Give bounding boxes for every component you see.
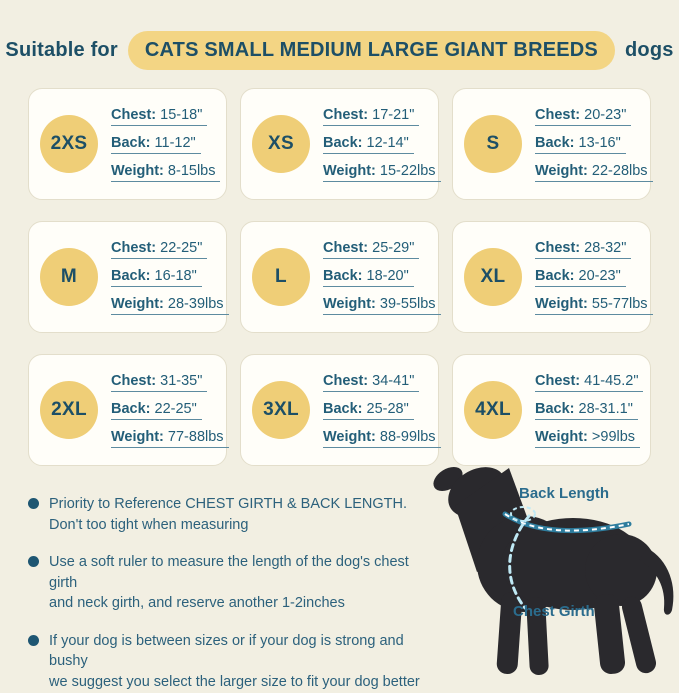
back-spec: Back: 20-23" xyxy=(535,268,626,287)
weight-spec: Weight: 88-99lbs xyxy=(323,429,441,448)
note-text: Priority to Reference CHEST GIRTH & BACK… xyxy=(49,496,408,533)
size-grid: 2XS Chest: 15-18" Back: 11-12" Weight: 8… xyxy=(28,88,653,466)
weight-spec: Weight: 39-55lbs xyxy=(323,296,441,315)
size-card-2xs: 2XS Chest: 15-18" Back: 11-12" Weight: 8… xyxy=(28,88,227,200)
size-badge: 3XL xyxy=(252,381,310,439)
bullet-dot-icon xyxy=(28,556,39,568)
chest-spec: Chest: 28-32" xyxy=(535,240,632,259)
dog-photo xyxy=(433,467,674,675)
back-spec: Back: 16-18" xyxy=(111,268,202,287)
size-card-2xl: 2XL Chest: 31-35" Back: 22-25" Weight: 7… xyxy=(28,354,229,466)
size-badge: 4XL xyxy=(464,381,522,439)
back-length-label: Back Length xyxy=(519,485,610,502)
size-card-4xl: 4XL Chest: 41-45.2" Back: 28-31.1" Weigh… xyxy=(452,354,651,466)
chest-spec: Chest: 41-45.2" xyxy=(535,373,644,392)
chest-spec: Chest: 31-35" xyxy=(111,373,208,392)
title-suffix: dogs xyxy=(624,39,674,61)
weight-spec: Weight: 55-77lbs xyxy=(535,296,653,315)
chest-spec: Chest: 25-29" xyxy=(323,240,420,259)
title-prefix: Suitable for xyxy=(5,39,118,61)
bullet-dot-icon xyxy=(28,634,39,646)
size-badge: XS xyxy=(252,115,310,173)
title-bar: Suitable for CATS SMALL MEDIUM LARGE GIA… xyxy=(0,31,679,70)
back-spec: Back: 22-25" xyxy=(111,401,202,420)
measuring-notes: Priority to Reference CHEST GIRTH & BACK… xyxy=(28,494,438,693)
dog-measurement-diagram: Back Length Chest Girth xyxy=(425,452,679,679)
size-specs: Chest: 41-45.2" Back: 28-31.1" Weight: >… xyxy=(535,373,644,448)
size-badge: S xyxy=(464,115,522,173)
note-item: If your dog is between sizes or if your … xyxy=(28,631,438,693)
size-specs: Chest: 20-23" Back: 13-16" Weight: 22-28… xyxy=(535,107,653,182)
size-specs: Chest: 28-32" Back: 20-23" Weight: 55-77… xyxy=(535,240,653,315)
size-card-l: L Chest: 25-29" Back: 18-20" Weight: 39-… xyxy=(240,221,441,333)
size-card-m: M Chest: 22-25" Back: 16-18" Weight: 28-… xyxy=(28,221,229,333)
size-specs: Chest: 34-41" Back: 25-28" Weight: 88-99… xyxy=(323,373,441,448)
weight-spec: Weight: >99lbs xyxy=(535,429,641,448)
size-card-s: S Chest: 20-23" Back: 13-16" Weight: 22-… xyxy=(452,88,653,200)
note-text: Use a soft ruler to measure the length o… xyxy=(49,554,409,612)
back-spec: Back: 25-28" xyxy=(323,401,414,420)
note-item: Use a soft ruler to measure the length o… xyxy=(28,552,438,614)
chest-spec: Chest: 17-21" xyxy=(323,107,420,126)
size-card-3xl: 3XL Chest: 34-41" Back: 25-28" Weight: 8… xyxy=(240,354,441,466)
bullet-dot-icon xyxy=(28,498,39,509)
back-spec: Back: 11-12" xyxy=(111,135,201,154)
chest-girth-label: Chest Girth xyxy=(513,603,595,620)
back-spec: Back: 13-16" xyxy=(535,135,626,154)
back-spec: Back: 28-31.1" xyxy=(535,401,638,420)
chest-spec: Chest: 22-25" xyxy=(111,240,208,259)
size-specs: Chest: 22-25" Back: 16-18" Weight: 28-39… xyxy=(111,240,229,315)
weight-spec: Weight: 8-15lbs xyxy=(111,163,221,182)
note-text: If your dog is between sizes or if your … xyxy=(49,632,420,691)
size-specs: Chest: 15-18" Back: 11-12" Weight: 8-15l… xyxy=(111,107,221,182)
size-badge: 2XS xyxy=(40,115,98,173)
size-card-xl: XL Chest: 28-32" Back: 20-23" Weight: 55… xyxy=(452,221,653,333)
back-spec: Back: 12-14" xyxy=(323,135,414,154)
size-specs: Chest: 25-29" Back: 18-20" Weight: 39-55… xyxy=(323,240,441,315)
weight-spec: Weight: 77-88lbs xyxy=(111,429,229,448)
size-badge: M xyxy=(40,248,98,306)
size-card-xs: XS Chest: 17-21" Back: 12-14" Weight: 15… xyxy=(240,88,441,200)
note-item: Priority to Reference CHEST GIRTH & BACK… xyxy=(28,494,438,535)
weight-spec: Weight: 15-22lbs xyxy=(323,163,441,182)
size-badge: L xyxy=(252,248,310,306)
title-highlight-pill: CATS SMALL MEDIUM LARGE GIANT BREEDS xyxy=(127,31,615,70)
chest-girth-line xyxy=(508,506,536,610)
chest-spec: Chest: 15-18" xyxy=(111,107,208,126)
size-specs: Chest: 17-21" Back: 12-14" Weight: 15-22… xyxy=(323,107,441,182)
size-specs: Chest: 31-35" Back: 22-25" Weight: 77-88… xyxy=(111,373,229,448)
weight-spec: Weight: 22-28lbs xyxy=(535,163,653,182)
size-badge: XL xyxy=(464,248,522,306)
back-spec: Back: 18-20" xyxy=(323,268,414,287)
chest-spec: Chest: 34-41" xyxy=(323,373,420,392)
chest-spec: Chest: 20-23" xyxy=(535,107,632,126)
weight-spec: Weight: 28-39lbs xyxy=(111,296,229,315)
size-badge: 2XL xyxy=(40,381,98,439)
